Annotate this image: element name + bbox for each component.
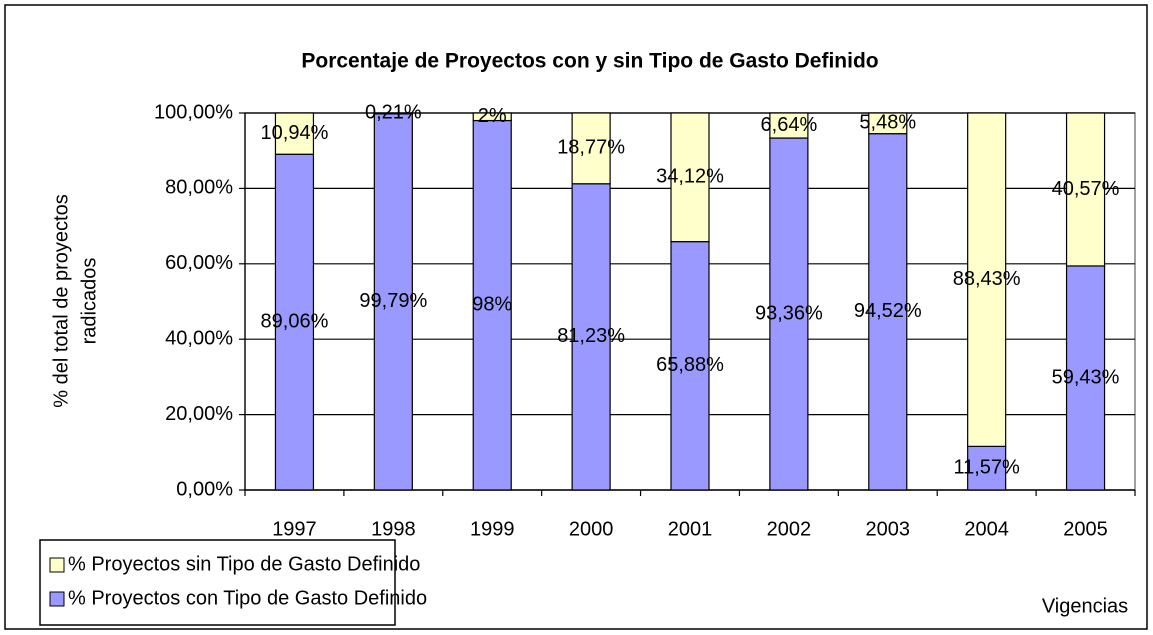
bar-segment xyxy=(1065,265,1106,491)
bar-segment xyxy=(769,137,809,491)
chart-title: Porcentaje de Proyectos con y sin Tipo d… xyxy=(301,50,878,73)
bar-segment xyxy=(571,112,611,185)
legend-swatch xyxy=(49,557,65,573)
y-tick-label: 60,00% xyxy=(165,252,233,274)
x-tick-label: 2005 xyxy=(1063,518,1108,540)
data-label: 88,43% xyxy=(953,268,1021,290)
data-label: 94,52% xyxy=(854,300,922,322)
bar-segment xyxy=(967,112,1007,447)
bar-segment xyxy=(868,112,908,135)
bar-segment xyxy=(670,112,710,243)
legend xyxy=(39,539,396,626)
data-label: 18,77% xyxy=(557,137,625,159)
bar-segment xyxy=(571,183,611,491)
bar-segment xyxy=(769,112,809,139)
y-axis-title-line: % del total de proyectos xyxy=(50,194,72,407)
x-tick-label: 2002 xyxy=(767,518,812,540)
data-label: 6,64% xyxy=(761,114,818,136)
bar-segment xyxy=(274,153,315,491)
data-label: 65,88% xyxy=(656,354,724,376)
x-tick-label: 1997 xyxy=(272,518,317,540)
bar-segment xyxy=(868,133,908,491)
y-tick-label: 40,00% xyxy=(165,327,233,349)
data-label: 11,57% xyxy=(953,456,1020,478)
data-label: 81,23% xyxy=(557,325,625,347)
x-tick-label: 1999 xyxy=(470,518,515,540)
data-label: 59,43% xyxy=(1052,366,1120,388)
data-label: 10,94% xyxy=(261,122,329,144)
x-tick-label: 2001 xyxy=(668,518,713,540)
y-tick-label: 0,00% xyxy=(176,478,233,500)
bar-segment xyxy=(1065,112,1106,267)
y-axis-title: % del total de proyectos radicados xyxy=(50,194,100,407)
y-axis-title-line: radicados xyxy=(78,258,100,345)
data-label: 93,36% xyxy=(755,302,823,324)
bar-segment xyxy=(670,241,710,491)
data-label: 98% xyxy=(472,294,512,316)
x-tick-label: 2004 xyxy=(964,518,1009,540)
bar-segment xyxy=(472,112,512,122)
data-label: 89,06% xyxy=(261,310,329,332)
legend-label: % Proyectos sin Tipo de Gasto Definido xyxy=(68,553,420,575)
data-label: 34,12% xyxy=(656,166,724,188)
data-label: 5,48% xyxy=(859,112,916,134)
data-label: 99,79% xyxy=(359,290,427,312)
legend-label: % Proyectos con Tipo de Gasto Definido xyxy=(68,587,427,609)
bar-segment xyxy=(274,112,315,155)
bar-segment xyxy=(373,112,413,115)
y-tick-label: 100,00% xyxy=(154,101,233,123)
bar-segment xyxy=(472,119,512,491)
y-tick-label: 80,00% xyxy=(165,177,233,199)
legend-swatch xyxy=(49,591,65,607)
data-label: 40,57% xyxy=(1052,178,1120,200)
data-label: 2% xyxy=(478,105,507,127)
y-tick-label: 20,00% xyxy=(165,403,233,425)
x-tick-label: 1998 xyxy=(371,518,416,540)
data-label: 0,21% xyxy=(365,102,422,124)
x-tick-label: 2000 xyxy=(569,518,614,540)
x-axis-title: Vigencias xyxy=(1042,595,1128,617)
x-tick-label: 2003 xyxy=(866,518,911,540)
